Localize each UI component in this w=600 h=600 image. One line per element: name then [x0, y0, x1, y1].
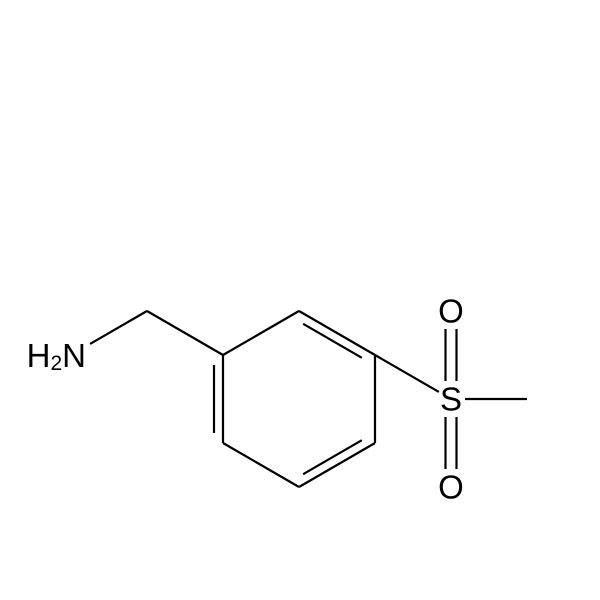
atom-label: S [440, 381, 462, 418]
atom-label: O [438, 469, 464, 506]
bond [299, 311, 375, 355]
bond [147, 311, 223, 355]
bond [375, 355, 439, 392]
bond [223, 443, 299, 487]
bond [90, 311, 147, 344]
atom-label: O [438, 293, 464, 330]
molecule-canvas: H2N S O O [0, 0, 600, 600]
bond [303, 440, 362, 474]
bond [299, 443, 375, 487]
bond [303, 324, 362, 358]
bond [223, 311, 299, 355]
atom-label: H2N [27, 337, 86, 375]
